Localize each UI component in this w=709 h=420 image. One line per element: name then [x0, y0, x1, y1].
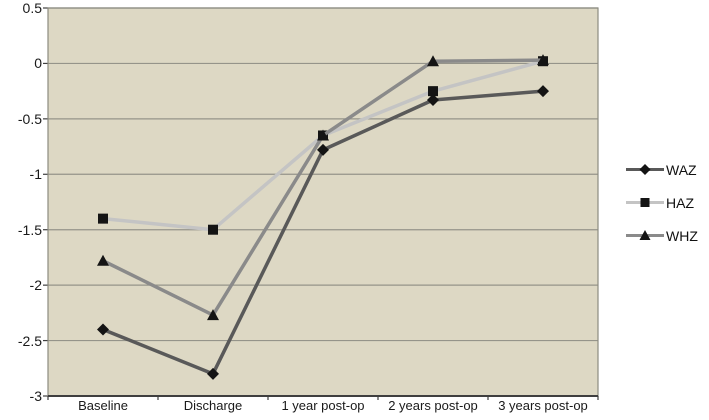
waz-diamond-marker-icon	[626, 164, 664, 175]
whz-triangle-marker-icon	[626, 230, 664, 240]
legend: WAZ HAZ WHZ	[626, 162, 698, 261]
legend-item-whz: WHZ	[626, 227, 698, 244]
x-axis-category-label: Discharge	[183, 398, 243, 413]
x-axis-category-label: 3 years post-op	[498, 398, 588, 413]
x-axis-category-label: 1 year post-op	[281, 398, 365, 413]
y-axis-tick-label: -0.5	[17, 110, 42, 127]
legend-label: HAZ	[666, 194, 694, 211]
y-axis-tick-label: -1	[29, 166, 42, 183]
legend-item-haz: HAZ	[626, 194, 698, 211]
x-axis-category-label: 2 years post-op	[388, 398, 478, 413]
y-axis-tick-label: 0.5	[22, 0, 42, 16]
y-axis-tick-label: -2	[29, 277, 42, 294]
legend-label: WHZ	[666, 227, 698, 244]
haz-square-marker-icon	[626, 198, 664, 207]
y-axis-tick-label: -2.5	[17, 332, 42, 349]
x-axis-category-label: Baseline	[78, 398, 128, 413]
y-axis-tick-label: -3	[29, 388, 42, 404]
y-axis-tick-label: -1.5	[17, 221, 42, 238]
legend-label: WAZ	[666, 161, 697, 178]
legend-item-waz: WAZ	[626, 161, 698, 178]
y-axis-tick-label: 0	[34, 55, 42, 72]
